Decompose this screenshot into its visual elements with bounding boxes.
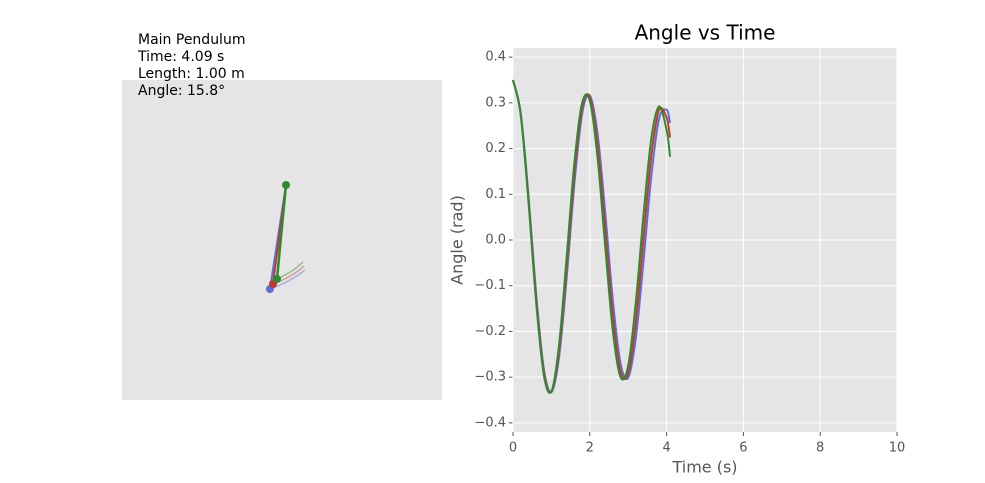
y-tick-label: 0.1 [485, 187, 506, 202]
y-tick-label: −0.1 [474, 278, 506, 293]
y-tick-label: 0.3 [485, 95, 506, 110]
y-axis-label: Angle (rad) [448, 195, 467, 285]
x-tick-label: 4 [662, 441, 670, 456]
x-axis-label: Time (s) [671, 458, 737, 477]
x-tick-label: 6 [739, 441, 747, 456]
y-tick-label: 0.0 [485, 233, 506, 248]
chart-title: Angle vs Time [635, 21, 776, 45]
x-tick-label: 8 [816, 441, 824, 456]
x-tick-label: 0 [509, 441, 517, 456]
y-tick-label: 0.4 [485, 50, 506, 65]
y-tick-label: −0.4 [474, 415, 506, 430]
pendulum-panel [122, 80, 442, 400]
pivot [282, 181, 290, 189]
pendulum-info: Main Pendulum Time: 4.09 s Length: 1.00 … [137, 32, 245, 99]
info-line: Main Pendulum [138, 32, 245, 48]
y-tick-label: −0.3 [474, 370, 506, 385]
y-tick-label: 0.2 [485, 141, 506, 156]
info-line: Angle: 15.8° [138, 83, 225, 99]
x-tick-label: 2 [586, 441, 594, 456]
y-tick-label: −0.2 [474, 324, 506, 339]
info-line: Length: 1.00 m [138, 66, 245, 82]
rod [275, 184, 288, 280]
x-tick-label: 10 [889, 441, 906, 456]
series-line [512, 79, 672, 394]
bob [273, 275, 281, 283]
info-line: Time: 4.09 s [137, 49, 224, 65]
